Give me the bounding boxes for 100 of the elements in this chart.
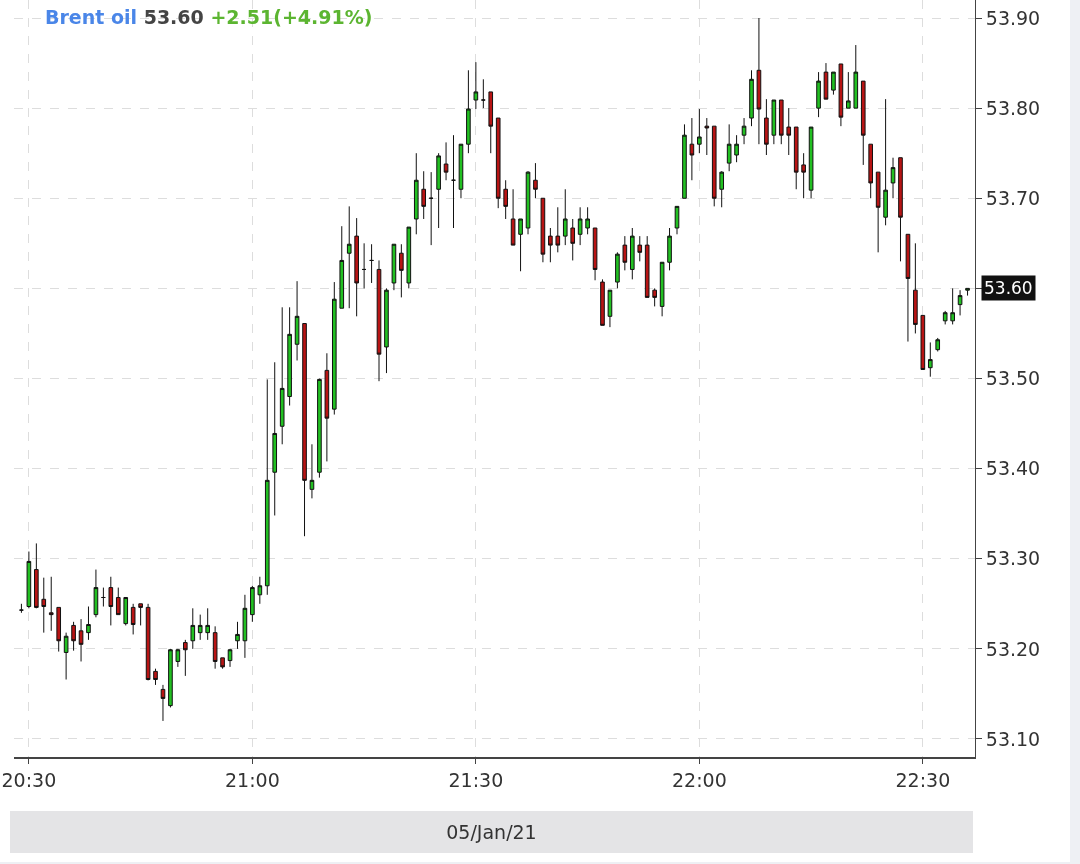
- candlestick: [399, 243, 404, 298]
- candlestick: [697, 108, 702, 154]
- candlestick: [890, 157, 896, 199]
- candlestick: [466, 69, 471, 154]
- candlestick: [965, 287, 970, 297]
- candlestick: [935, 337, 941, 352]
- candlestick: [56, 606, 62, 653]
- candlestick: [778, 99, 784, 145]
- candlestick: [160, 684, 166, 722]
- candlestick: [34, 542, 39, 609]
- candlestick: [503, 179, 508, 220]
- candlestick: [726, 123, 732, 172]
- candlestick: [354, 217, 359, 317]
- candlestick: [711, 125, 717, 207]
- candlestick: [205, 607, 210, 641]
- candlestick: [443, 141, 449, 181]
- annotation: 53.60: [143, 6, 204, 28]
- x-tick-label: 21:00: [224, 768, 280, 791]
- candlestick: [376, 259, 382, 382]
- candlestick: [548, 227, 553, 263]
- candlestick: [212, 625, 218, 670]
- candlestick: [317, 378, 322, 479]
- candlestick: [436, 152, 441, 229]
- x-tick-label: 20:30: [1, 768, 57, 791]
- candlestick: [905, 233, 911, 343]
- candlestick: [942, 310, 948, 325]
- y-tick-label: 53.10: [985, 727, 1041, 750]
- candlestick: [816, 71, 821, 118]
- candlestick: [741, 117, 747, 145]
- candlestick: [183, 639, 188, 677]
- candlestick: [525, 170, 531, 235]
- candlestick: [786, 107, 792, 156]
- candlestick: [600, 278, 605, 326]
- candlestick: [495, 117, 501, 209]
- candlestick: [488, 91, 494, 154]
- candlestick: [123, 596, 129, 626]
- candlestick: [629, 227, 635, 280]
- candlestick: [577, 206, 583, 246]
- candlestick: [927, 341, 933, 378]
- candlestick: [823, 62, 829, 100]
- candlestick: [607, 289, 613, 328]
- candlestick: [175, 648, 181, 668]
- candlestick: [86, 606, 91, 641]
- candlestick: [883, 98, 888, 226]
- candlestick: [652, 287, 657, 307]
- candlestick: [674, 205, 680, 235]
- candlestick: [555, 206, 561, 253]
- candlestick: [689, 117, 695, 181]
- candlestick: [533, 162, 538, 199]
- candlestick: [220, 657, 225, 670]
- candlestick: [26, 551, 32, 609]
- candlestick: [101, 587, 106, 607]
- candlestick: [585, 206, 590, 235]
- candlestick: [294, 280, 300, 361]
- y-tick-label: 53.90: [985, 6, 1041, 29]
- candlestick: [853, 44, 859, 109]
- candlestick: [421, 170, 427, 220]
- candlestick: [704, 117, 710, 156]
- candlestick: [659, 261, 665, 317]
- candlestick: [324, 352, 330, 462]
- candlestick: [309, 443, 315, 499]
- candlestick: [339, 225, 345, 309]
- candlestick: [481, 78, 486, 109]
- candlestick: [257, 576, 263, 605]
- candlestick: [540, 197, 546, 263]
- y-tick-label: 53.50: [985, 367, 1041, 390]
- candlestick: [898, 157, 903, 262]
- candlestick: [153, 668, 158, 686]
- candlestick: [391, 243, 397, 291]
- candlestick: [510, 188, 516, 246]
- candlestick: [808, 126, 814, 199]
- candlestick: [451, 134, 456, 229]
- candlestick: [93, 569, 99, 618]
- candlestick: [63, 632, 69, 680]
- annotation: +2.51(+4.91%): [210, 6, 373, 28]
- candlestick: [756, 17, 762, 145]
- candlestick: [860, 80, 866, 166]
- y-tick-label: 53.20: [985, 637, 1041, 660]
- candlestick: [682, 123, 687, 199]
- candlestick: [361, 242, 367, 289]
- candlestick: [764, 98, 769, 156]
- candlestick: [413, 152, 419, 235]
- candlestick: [190, 607, 196, 650]
- candlestick: [868, 143, 873, 199]
- candlestick: [473, 61, 479, 110]
- x-tick-label: 21:30: [448, 768, 504, 791]
- candlestick: [227, 648, 233, 668]
- candlestick: [384, 287, 389, 374]
- candlestick: [78, 618, 84, 662]
- candlestick: [428, 171, 434, 246]
- candlestick: [235, 621, 240, 650]
- candlestick: [115, 587, 121, 616]
- candlestick: [346, 205, 352, 309]
- candlestick: [719, 170, 725, 208]
- candlestick: [749, 69, 754, 127]
- candlestick: [242, 594, 248, 659]
- candlestick: [331, 281, 337, 416]
- candlestick: [875, 171, 881, 253]
- candlestick: [920, 314, 926, 370]
- candlestick: [302, 323, 307, 537]
